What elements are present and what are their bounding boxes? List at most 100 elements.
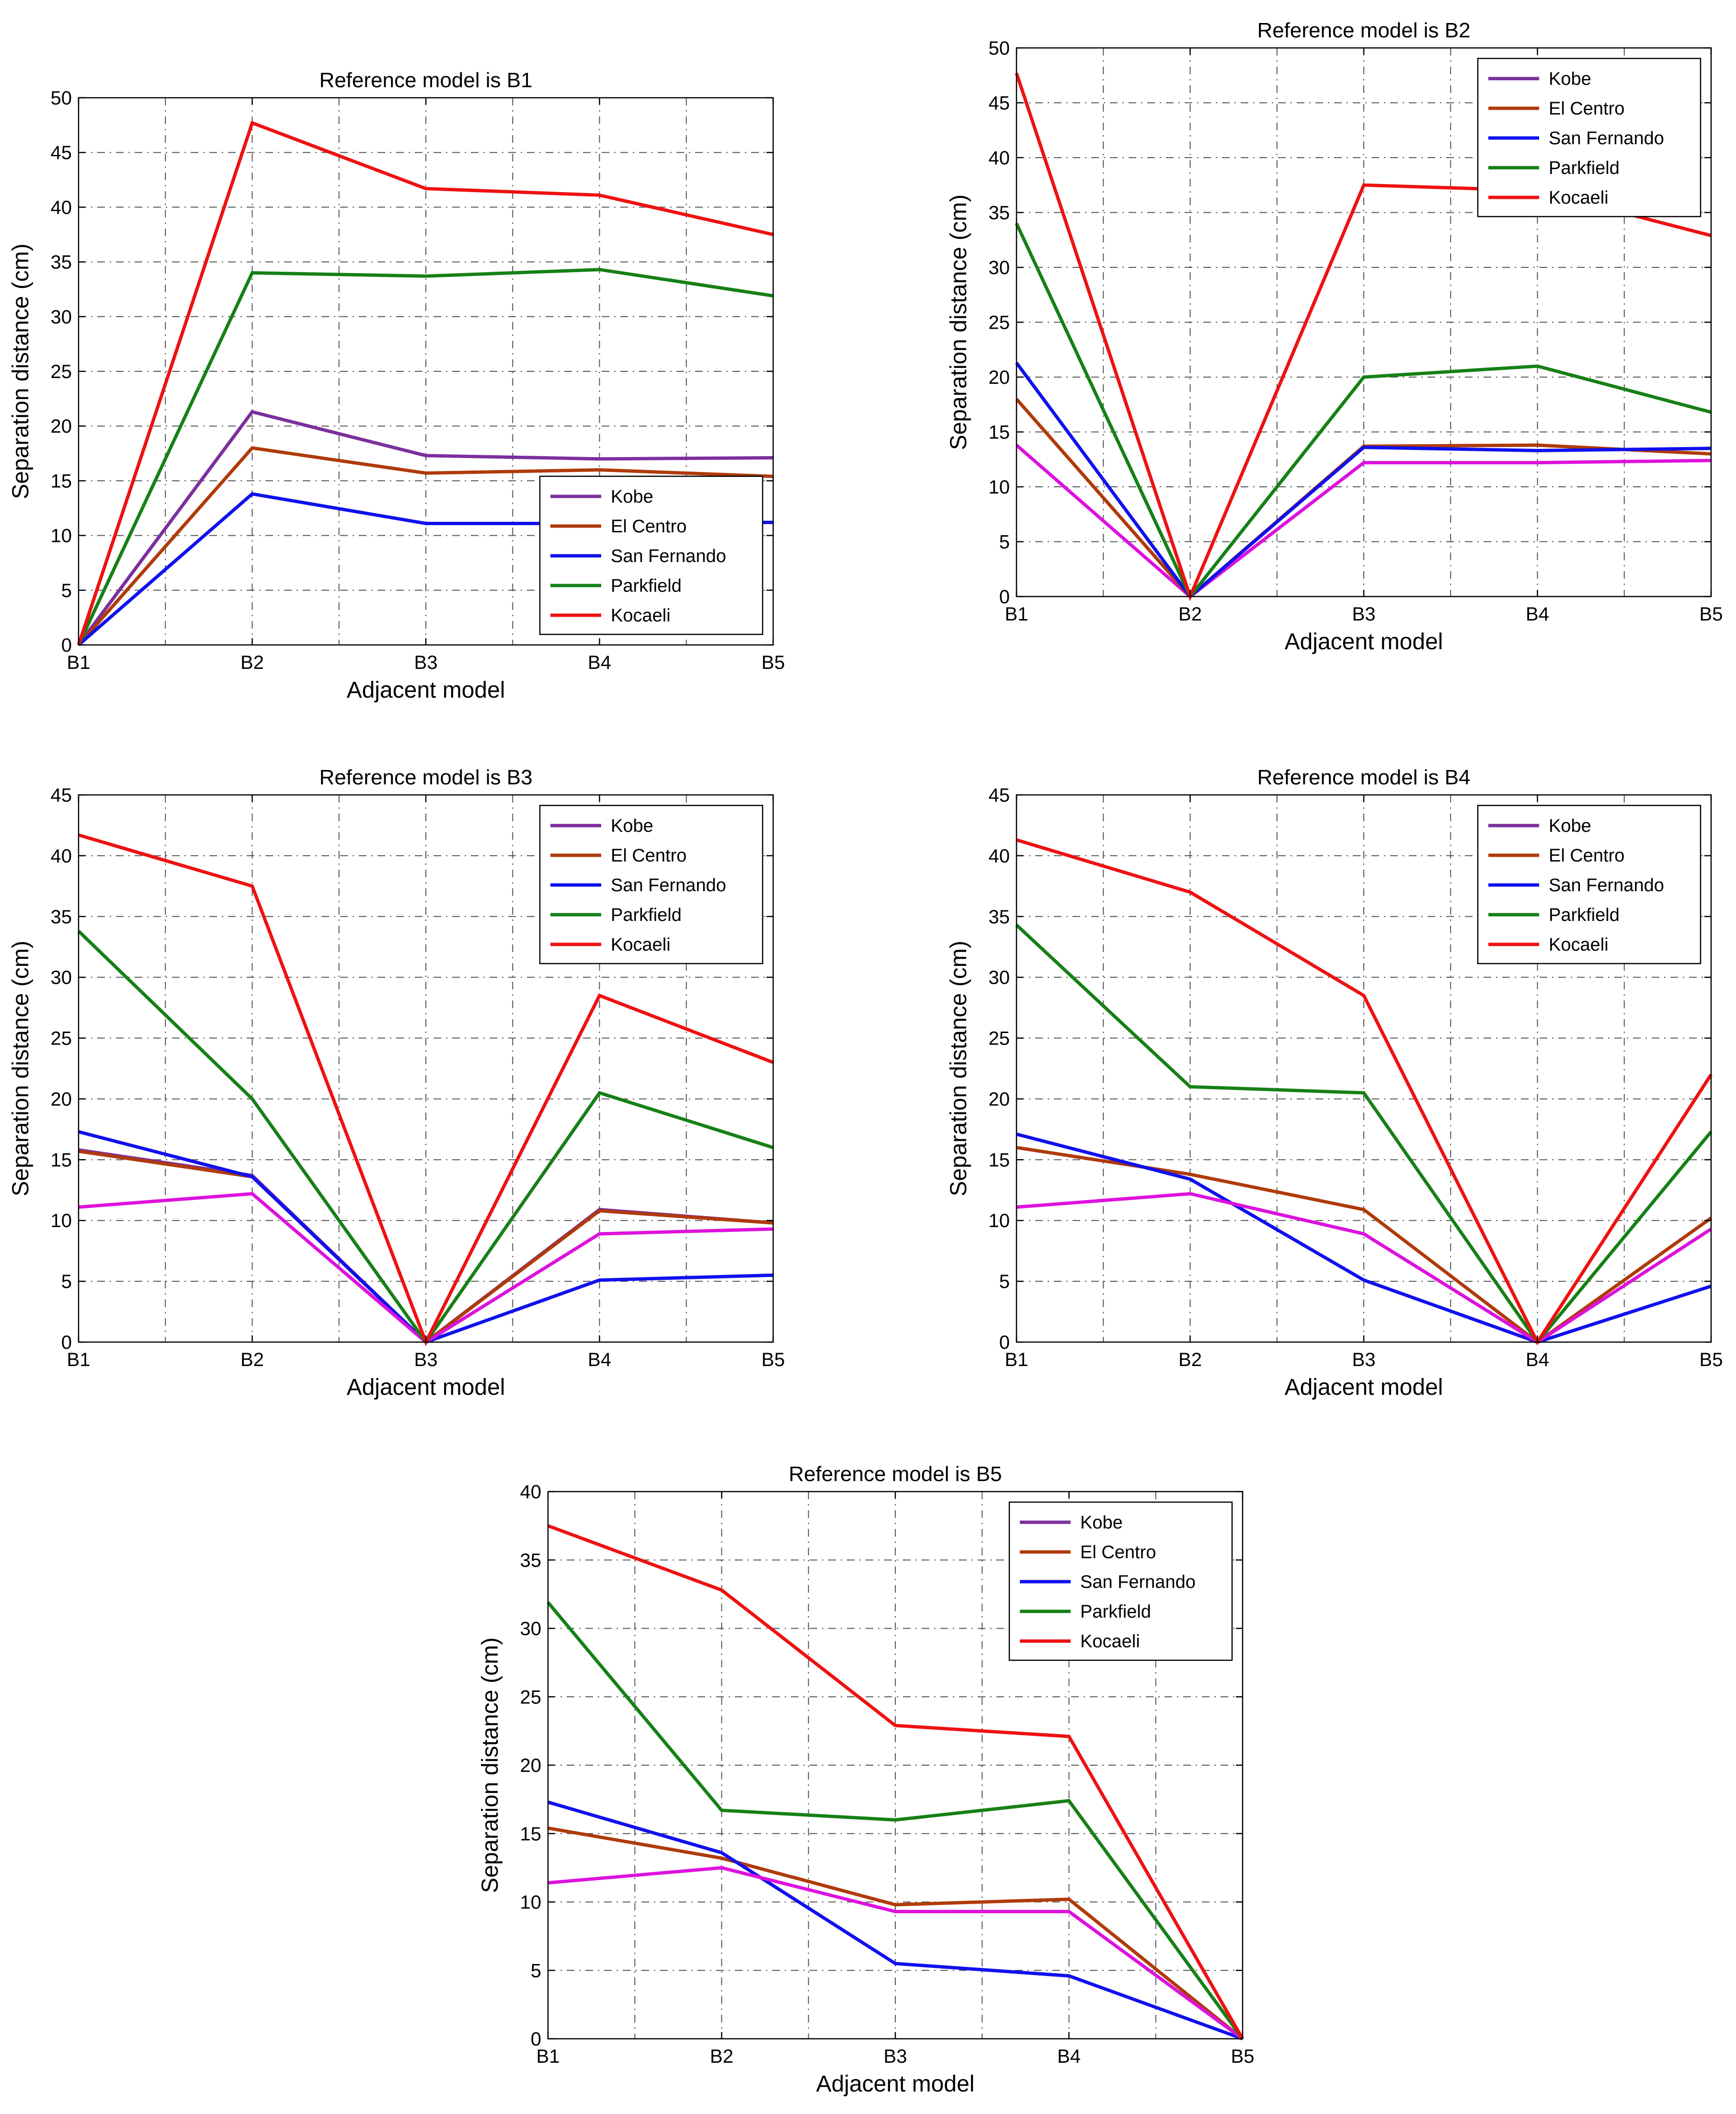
legend: Kobe El Centro San Fernando Parkfield Kocael… bbox=[1477, 804, 1702, 965]
legend-label: El Centro bbox=[1549, 846, 1624, 866]
y-tick-label: 5 bbox=[61, 580, 72, 601]
x-tick-label: B2 bbox=[240, 652, 264, 673]
y-axis-label: Separation distance (cm) bbox=[946, 941, 971, 1196]
y-tick-label: 20 bbox=[989, 1089, 1010, 1110]
series-lines bbox=[1015, 838, 1713, 1346]
legend-label: Parkfield bbox=[1549, 905, 1620, 925]
y-tick-label: 20 bbox=[51, 1089, 72, 1110]
y-tick-label: 10 bbox=[989, 477, 1010, 498]
chart-title: Reference model is B4 bbox=[1257, 766, 1470, 789]
legend-label: Kocaeli bbox=[1549, 188, 1609, 208]
legend: Kobe El Centro San Fernando Parkfield Kocael… bbox=[539, 804, 764, 965]
y-axis-label: Separation distance (cm) bbox=[946, 195, 971, 450]
series-line-el-centro bbox=[77, 446, 774, 646]
y-tick-label: 35 bbox=[51, 907, 72, 928]
legend-label: Kobe bbox=[1549, 816, 1591, 836]
y-axis-label: Separation distance (cm) bbox=[478, 1637, 503, 1893]
y-tick-label: 0 bbox=[61, 1332, 72, 1353]
legend-label: San Fernando bbox=[1549, 875, 1664, 896]
series-line-extra bbox=[548, 1866, 1244, 2040]
y-tick-label: 40 bbox=[51, 846, 72, 867]
grid bbox=[79, 98, 773, 645]
series-line-kobe bbox=[77, 410, 774, 646]
y-tick-label: 5 bbox=[531, 1960, 541, 1981]
y-tick-label: 40 bbox=[989, 148, 1010, 169]
y-tick-label: 0 bbox=[61, 635, 72, 656]
grid bbox=[1016, 48, 1711, 597]
x-tick-label: B4 bbox=[1057, 2046, 1081, 2067]
series-line-kocaeli bbox=[547, 1524, 1245, 2040]
x-tick-label: B5 bbox=[1231, 2046, 1255, 2067]
series-line-parkfield bbox=[77, 268, 774, 646]
series-line-san-fernando bbox=[1015, 362, 1712, 599]
y-tick-label: 50 bbox=[51, 88, 72, 109]
y-tick-label: 30 bbox=[989, 967, 1010, 988]
legend-label: Kobe bbox=[611, 487, 653, 507]
y-tick-label: 25 bbox=[989, 1028, 1010, 1049]
x-tick-label: B4 bbox=[1526, 604, 1549, 625]
x-tick-label: B1 bbox=[67, 652, 91, 673]
legend-label: Parkfield bbox=[1080, 1602, 1151, 1622]
x-tick-label: B3 bbox=[884, 2046, 907, 2067]
legend-label: Kobe bbox=[611, 816, 653, 836]
series-line-parkfield bbox=[1015, 923, 1713, 1345]
y-tick-label: 15 bbox=[51, 1149, 72, 1171]
y-tick-label: 15 bbox=[520, 1824, 542, 1845]
series-line-kocaeli bbox=[77, 120, 774, 646]
y-tick-label: 30 bbox=[520, 1619, 542, 1640]
y-tick-label: 10 bbox=[989, 1210, 1010, 1231]
x-tick-label: B3 bbox=[1352, 604, 1376, 625]
x-tick-label: B1 bbox=[537, 2046, 560, 2067]
x-tick-label: B1 bbox=[1005, 1349, 1028, 1370]
x-axis-label: Adjacent model bbox=[816, 2071, 975, 2097]
grid bbox=[1016, 795, 1711, 1342]
y-tick-label: 35 bbox=[51, 252, 72, 273]
legend-label: San Fernando bbox=[1080, 1572, 1196, 1592]
x-tick-label: B3 bbox=[414, 1349, 438, 1370]
legend-label: Kobe bbox=[1080, 1513, 1123, 1533]
legend-label: Parkfield bbox=[611, 576, 682, 596]
y-tick-label: 0 bbox=[999, 1332, 1010, 1353]
legend-label: Kocaeli bbox=[611, 606, 671, 626]
legend-label: San Fernando bbox=[611, 546, 726, 566]
legend-label: El Centro bbox=[611, 846, 686, 866]
legend-label: Kocaeli bbox=[1549, 935, 1609, 955]
y-tick-label: 40 bbox=[51, 197, 72, 218]
x-axis-label: Adjacent model bbox=[1285, 629, 1443, 655]
y-tick-label: 35 bbox=[989, 203, 1010, 224]
chart-panel-4: 0 5 10 15 20 25 30 35 40 45 B1 B2 B3 B4 B5 Reference mo… bbox=[946, 766, 1723, 1400]
series-line-san-fernando bbox=[1016, 1132, 1712, 1344]
x-tick-label: B3 bbox=[414, 652, 438, 673]
legend-label: San Fernando bbox=[611, 875, 726, 896]
x-tick-label: B1 bbox=[1005, 604, 1028, 625]
x-tick-label: B2 bbox=[1178, 604, 1202, 625]
y-tick-label: 0 bbox=[999, 586, 1010, 608]
series-line-kocaeli bbox=[1016, 838, 1713, 1346]
series-line-extra bbox=[1015, 444, 1712, 599]
y-tick-label: 30 bbox=[989, 257, 1010, 278]
chart-panel-1: 0 5 10 15 20 25 30 35 40 45 50 B1 B2 B3 B4 B5 Reference … bbox=[8, 69, 785, 703]
x-tick-label: B3 bbox=[1352, 1349, 1376, 1370]
x-tick-label: B4 bbox=[588, 652, 611, 673]
y-tick-label: 30 bbox=[51, 307, 72, 328]
y-tick-label: 45 bbox=[51, 142, 72, 163]
chart-title: Reference model is B5 bbox=[788, 1462, 1002, 1486]
legend: Kobe El Centro San Fernando Parkfield Kocael… bbox=[539, 475, 764, 635]
legend-label: San Fernando bbox=[1549, 128, 1664, 149]
y-tick-label: 30 bbox=[51, 967, 72, 988]
y-tick-label: 40 bbox=[989, 846, 1010, 867]
chart-title: Reference model is B1 bbox=[319, 69, 532, 92]
x-tick-label: B1 bbox=[67, 1349, 91, 1370]
y-tick-label: 25 bbox=[989, 312, 1010, 333]
x-tick-label: B5 bbox=[1700, 1349, 1723, 1370]
chart-panel-3: 0 5 10 15 20 25 30 35 40 45 B1 B2 B3 B4 B5 Reference mo… bbox=[8, 766, 785, 1400]
y-tick-label: 45 bbox=[989, 785, 1010, 806]
y-axis-label: Separation distance (cm) bbox=[8, 243, 34, 499]
legend-label: Parkfield bbox=[611, 905, 682, 925]
x-tick-label: B2 bbox=[240, 1349, 264, 1370]
y-tick-label: 50 bbox=[989, 38, 1010, 59]
legend-label: Kocaeli bbox=[611, 935, 671, 955]
legend-label: Parkfield bbox=[1549, 158, 1620, 178]
x-tick-label: B4 bbox=[1526, 1349, 1549, 1370]
